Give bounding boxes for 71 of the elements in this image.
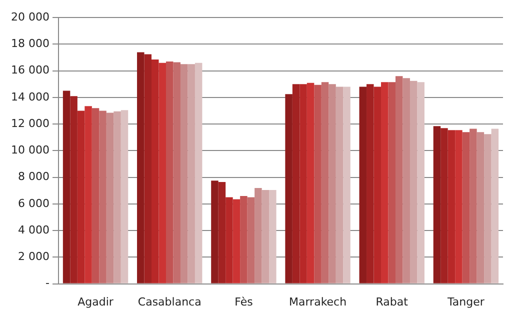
bar xyxy=(455,130,462,284)
bar xyxy=(120,110,128,284)
bar xyxy=(99,110,106,284)
bar xyxy=(343,86,350,284)
y-tick-label: 2 000 xyxy=(18,250,50,264)
bar xyxy=(328,84,336,284)
bar xyxy=(158,62,166,284)
bar xyxy=(114,111,121,284)
bar xyxy=(180,64,188,284)
bar xyxy=(166,62,174,284)
bar xyxy=(476,132,484,284)
bar xyxy=(92,108,100,284)
bar xyxy=(381,82,388,284)
y-tick-label: - xyxy=(46,276,50,290)
y-tick-label: 10 000 xyxy=(10,144,50,157)
bar xyxy=(470,128,477,284)
bar xyxy=(62,90,70,284)
bar xyxy=(314,84,322,284)
bar xyxy=(448,130,456,284)
bar xyxy=(137,52,144,284)
bar xyxy=(106,112,114,284)
bar xyxy=(269,190,276,284)
bar xyxy=(173,62,180,284)
y-tick-label: 8 000 xyxy=(18,170,50,184)
x-tick-label: Casablanca xyxy=(138,295,202,308)
bar xyxy=(433,126,441,284)
bar xyxy=(240,196,248,284)
x-tick-label: Tanger xyxy=(446,295,485,308)
y-tick-label: 4 000 xyxy=(18,223,50,236)
bar xyxy=(188,64,195,284)
bar xyxy=(440,128,448,284)
bar xyxy=(366,84,374,284)
bar xyxy=(410,80,418,284)
bar xyxy=(484,134,492,284)
bar xyxy=(292,84,300,284)
y-tick-label: 6 000 xyxy=(18,196,50,210)
bar xyxy=(388,82,396,284)
bar xyxy=(226,197,233,284)
bar xyxy=(359,86,367,284)
x-tick-label: Fès xyxy=(234,295,254,308)
bar xyxy=(247,197,255,284)
bar xyxy=(285,94,292,284)
bar xyxy=(194,62,202,284)
bar xyxy=(254,188,262,284)
bar xyxy=(232,199,240,284)
bar xyxy=(218,182,226,284)
bar xyxy=(336,86,344,284)
bar xyxy=(462,132,470,284)
y-tick-label: 18 000 xyxy=(10,37,50,50)
bar xyxy=(262,190,270,284)
bar xyxy=(300,84,307,284)
bar xyxy=(211,180,218,284)
bar xyxy=(321,82,329,284)
bar xyxy=(491,128,499,284)
bar xyxy=(395,76,403,284)
bar xyxy=(84,106,92,284)
bar xyxy=(402,78,410,284)
y-tick-label: 12 000 xyxy=(10,116,50,130)
x-tick-label: Agadir xyxy=(78,295,114,308)
bar xyxy=(306,82,314,284)
bar xyxy=(77,110,85,284)
bar xyxy=(144,54,152,284)
bar xyxy=(374,86,382,284)
y-tick-label: 16 000 xyxy=(10,64,50,77)
bar xyxy=(70,96,78,284)
x-tick-label: Rabat xyxy=(376,295,409,308)
bar xyxy=(417,82,424,284)
x-tick-label: Marrakech xyxy=(288,295,347,308)
y-tick-label: 14 000 xyxy=(10,90,50,104)
y-tick-label: 20 000 xyxy=(10,10,50,24)
bar xyxy=(152,60,159,284)
